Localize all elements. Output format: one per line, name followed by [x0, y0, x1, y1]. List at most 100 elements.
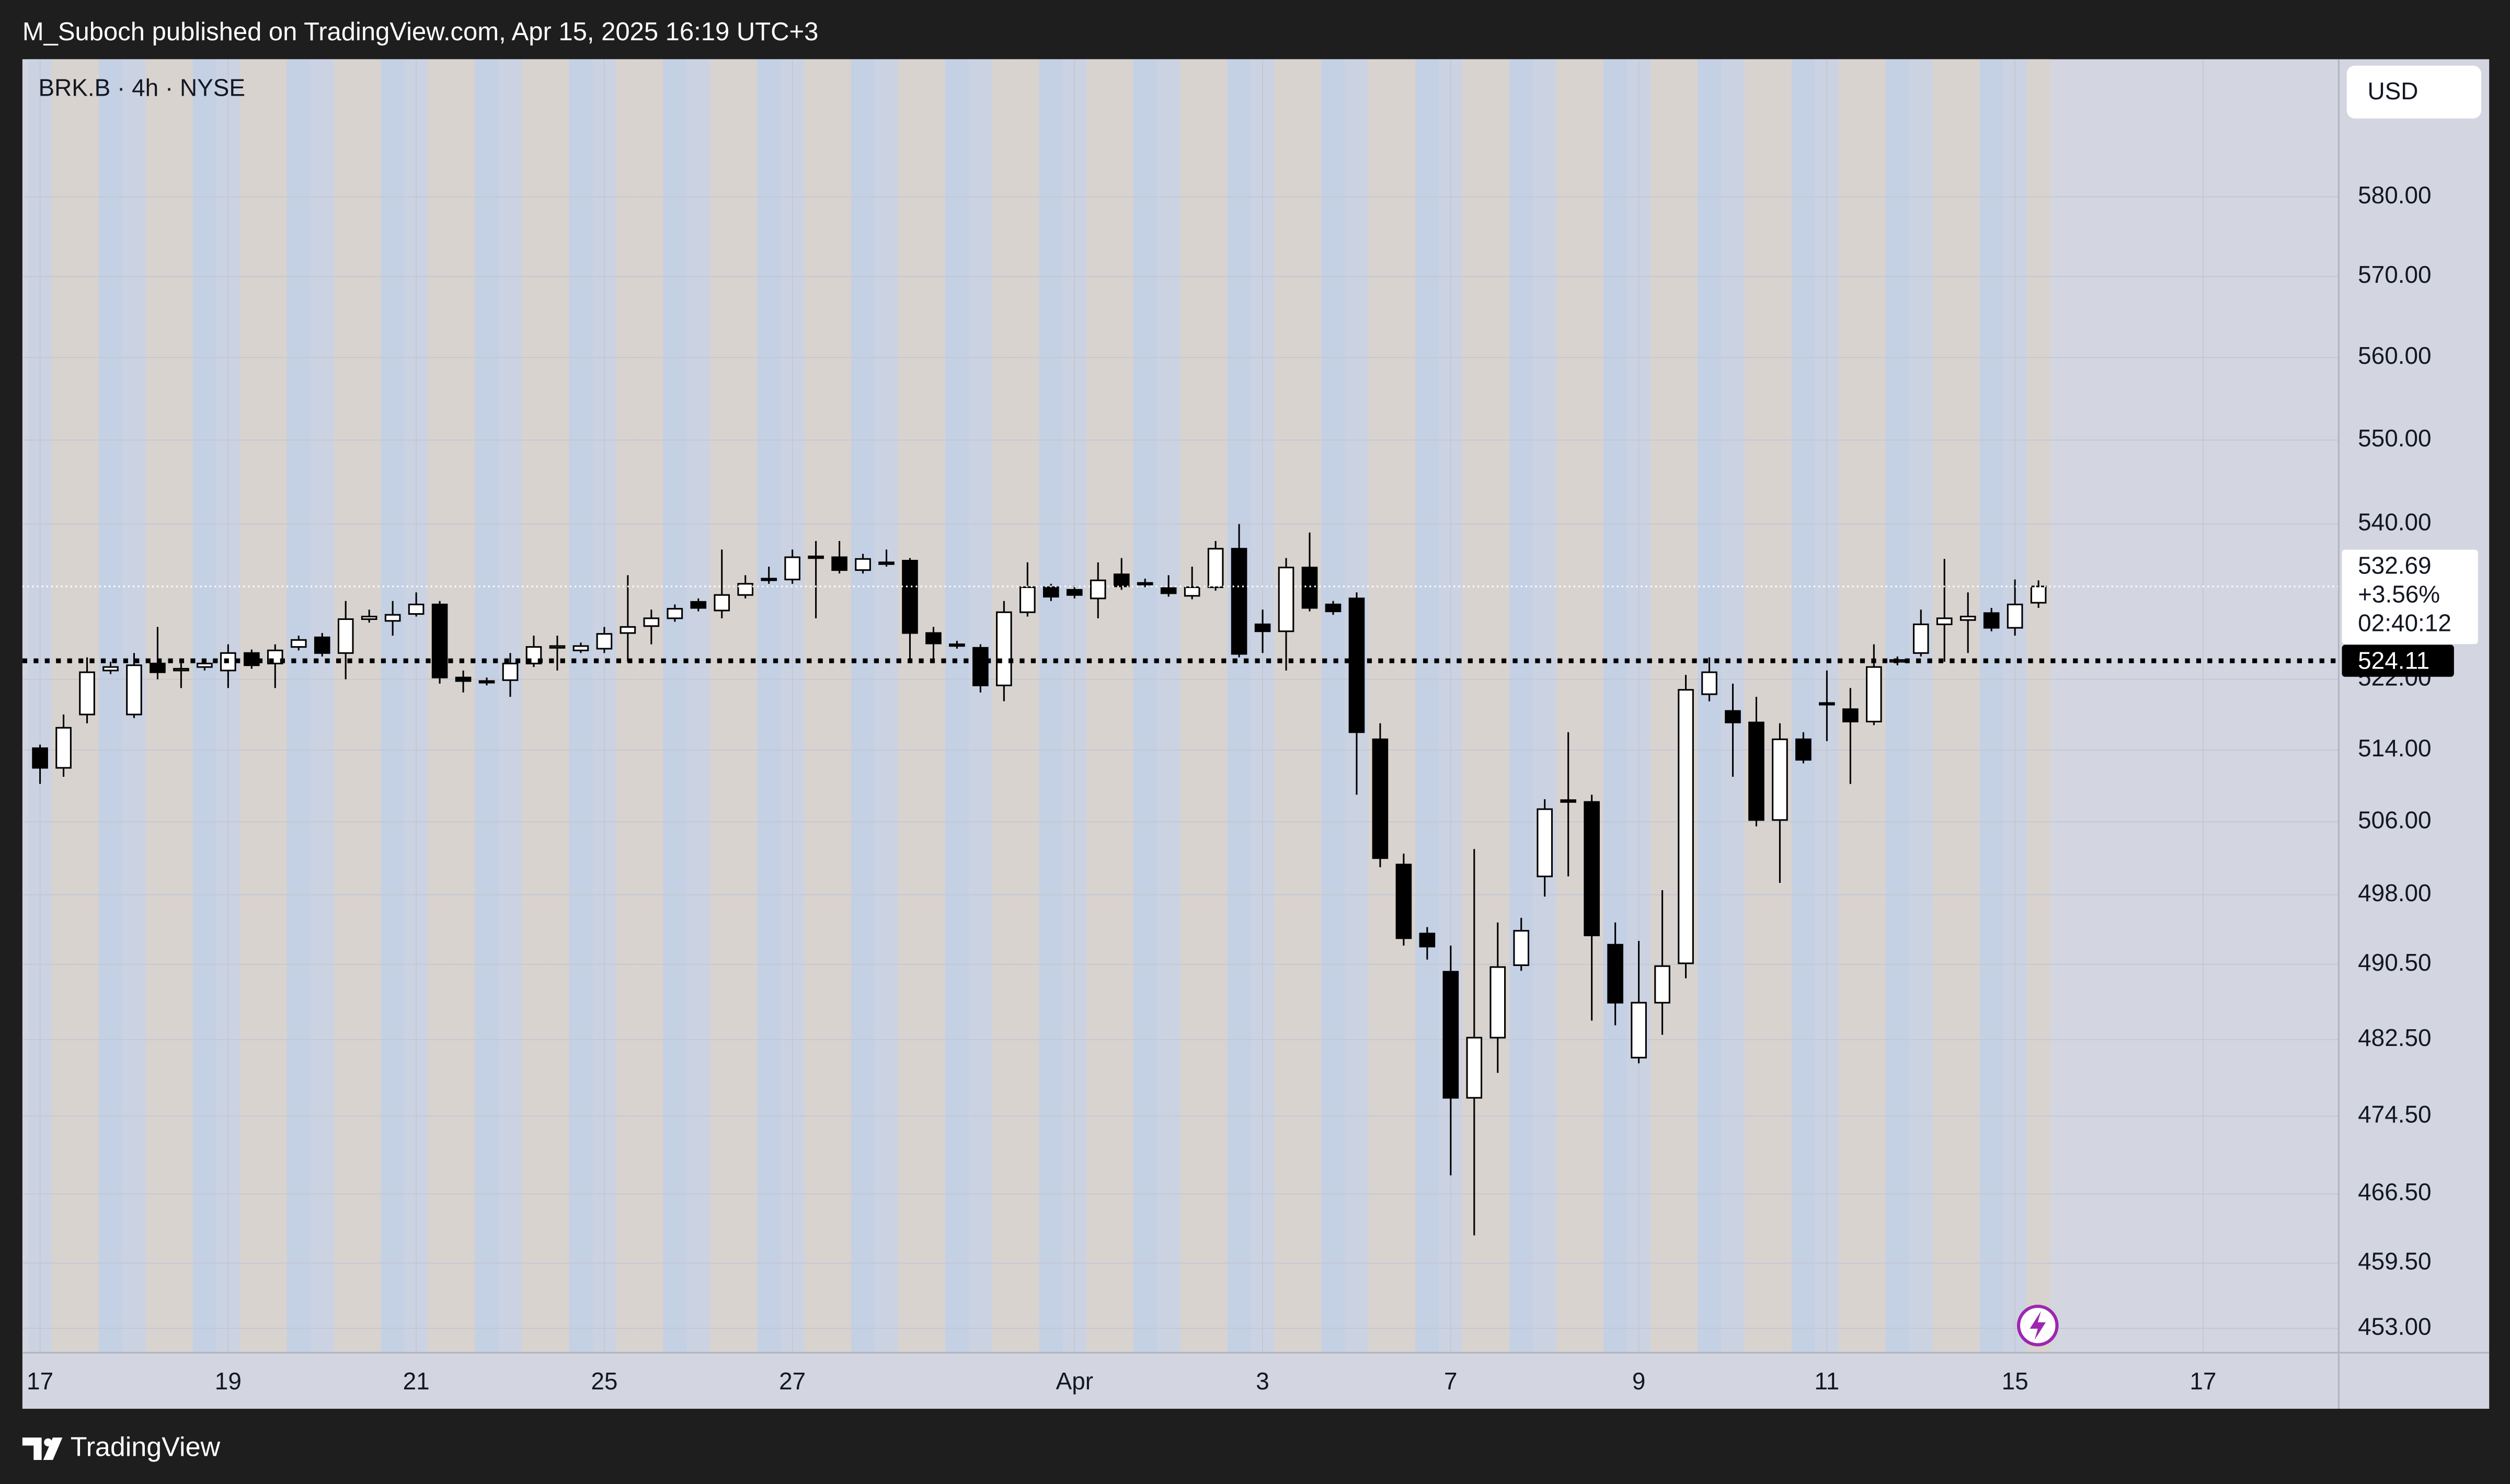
- session-stripe: [1298, 59, 1322, 1353]
- candle-body: [1772, 738, 1788, 821]
- candle-body: [784, 556, 800, 581]
- session-stripe: [1509, 59, 1533, 1353]
- x-tick-label: 19: [215, 1367, 242, 1395]
- candle-body: [361, 615, 377, 620]
- candle-body: [1983, 612, 2000, 629]
- candle-body: [502, 662, 519, 681]
- session-stripe: [1133, 59, 1157, 1353]
- candle-body: [32, 747, 48, 769]
- session-stripe: [875, 59, 899, 1353]
- currency-label[interactable]: USD: [2367, 77, 2418, 105]
- session-stripe: [145, 59, 169, 1353]
- candle-body: [1631, 1002, 1647, 1059]
- candle-body: [596, 633, 613, 650]
- y-tick-label: 514.00: [2358, 734, 2431, 762]
- session-stripe: [475, 59, 499, 1353]
- candle-body: [455, 676, 472, 682]
- x-tick-label: 3: [1256, 1367, 1269, 1395]
- session-stripe: [310, 59, 334, 1353]
- y-tick-label: 560.00: [2358, 342, 2431, 369]
- currency-button[interactable]: [2346, 65, 2481, 119]
- candle-body: [1207, 548, 1224, 588]
- y-tick-label: 490.50: [2358, 949, 2431, 976]
- session-stripe: [968, 59, 992, 1353]
- session-stripe: [334, 59, 358, 1353]
- candle-body: [1489, 966, 1506, 1039]
- session-stripe: [945, 59, 969, 1353]
- session-stripe: [1109, 59, 1133, 1353]
- y-tick-label: 540.00: [2358, 509, 2431, 536]
- icon-bolt[interactable]: [2030, 1311, 2046, 1340]
- candle-body: [549, 645, 566, 649]
- candle-body: [808, 555, 824, 559]
- candle-body: [1513, 930, 1530, 967]
- session-stripe: [616, 59, 640, 1353]
- candle-body: [1654, 965, 1670, 1004]
- session-stripe: [239, 59, 263, 1353]
- candle-body: [384, 614, 401, 622]
- candle-body: [1936, 617, 1953, 625]
- session-stripe: [686, 59, 710, 1353]
- session-stripe: [1486, 59, 1510, 1353]
- session-stripe: [898, 59, 922, 1353]
- grid: [22, 59, 2339, 1353]
- brand: TradingView: [71, 1432, 221, 1462]
- candle-body: [197, 662, 213, 668]
- candle-body: [737, 583, 754, 596]
- session-stripe: [169, 59, 193, 1353]
- session-stripe: [1086, 59, 1110, 1353]
- candle-body: [290, 639, 307, 648]
- candle-body: [1066, 589, 1083, 596]
- replay-icon[interactable]: [2016, 1304, 2059, 1347]
- session-stripe: [1156, 59, 1180, 1353]
- candle-body: [714, 594, 730, 612]
- candle-body: [1725, 710, 1741, 723]
- candle-body: [761, 578, 777, 581]
- axes: 580.00570.00560.00550.00540.00522.00514.…: [27, 181, 2478, 1395]
- session-stripe: [263, 59, 287, 1353]
- session-stripe: [1651, 59, 1675, 1353]
- x-tick-label: 11: [1815, 1367, 1840, 1395]
- candle-body: [1231, 548, 1247, 655]
- candle-body: [1278, 567, 1294, 632]
- logo-part: [43, 1437, 63, 1460]
- session-stripe: [804, 59, 828, 1353]
- candle-body: [173, 668, 189, 672]
- candle-body: [525, 646, 542, 664]
- session-stripe: [1321, 59, 1345, 1353]
- publisher-line: M_Suboch published on TradingView.com, A…: [22, 18, 819, 46]
- candle-body: [1395, 864, 1412, 939]
- session-stripe: [286, 59, 311, 1353]
- session-stripe: [381, 59, 405, 1353]
- y-tick-label: 474.50: [2358, 1100, 2431, 1128]
- session-stripe: [1580, 59, 1604, 1353]
- x-tick-label: 9: [1632, 1367, 1646, 1395]
- logo-part: [22, 1437, 42, 1460]
- tv-logo: [22, 1437, 63, 1460]
- candle-body: [925, 632, 942, 645]
- session-stripe: [357, 59, 381, 1353]
- y-tick-label: 482.50: [2358, 1024, 2431, 1051]
- last-price-label: 532.69: [2358, 551, 2431, 579]
- candle-body: [1372, 738, 1389, 859]
- session-stripe: [1932, 59, 1956, 1353]
- candle-body: [1043, 586, 1059, 598]
- candle-body: [1959, 615, 1976, 621]
- candle-body: [1442, 971, 1459, 1099]
- x-tick-label: Apr: [1056, 1367, 1093, 1395]
- candle-body: [2030, 585, 2047, 604]
- candle-body: [1184, 586, 1200, 597]
- session-stripe: [1603, 59, 1628, 1353]
- y-tick-label: 459.50: [2358, 1248, 2431, 1275]
- candle-body: [1819, 702, 1835, 706]
- session-stripes: [28, 59, 2050, 1353]
- session-stripe: [1791, 59, 1815, 1353]
- session-stripe: [921, 59, 945, 1353]
- session-stripe: [1768, 59, 1792, 1353]
- candle-body: [1325, 603, 1342, 613]
- session-stripe: [1368, 59, 1392, 1353]
- candle-body: [1160, 587, 1177, 594]
- session-stripe: [99, 59, 122, 1353]
- session-stripe: [1698, 59, 1722, 1353]
